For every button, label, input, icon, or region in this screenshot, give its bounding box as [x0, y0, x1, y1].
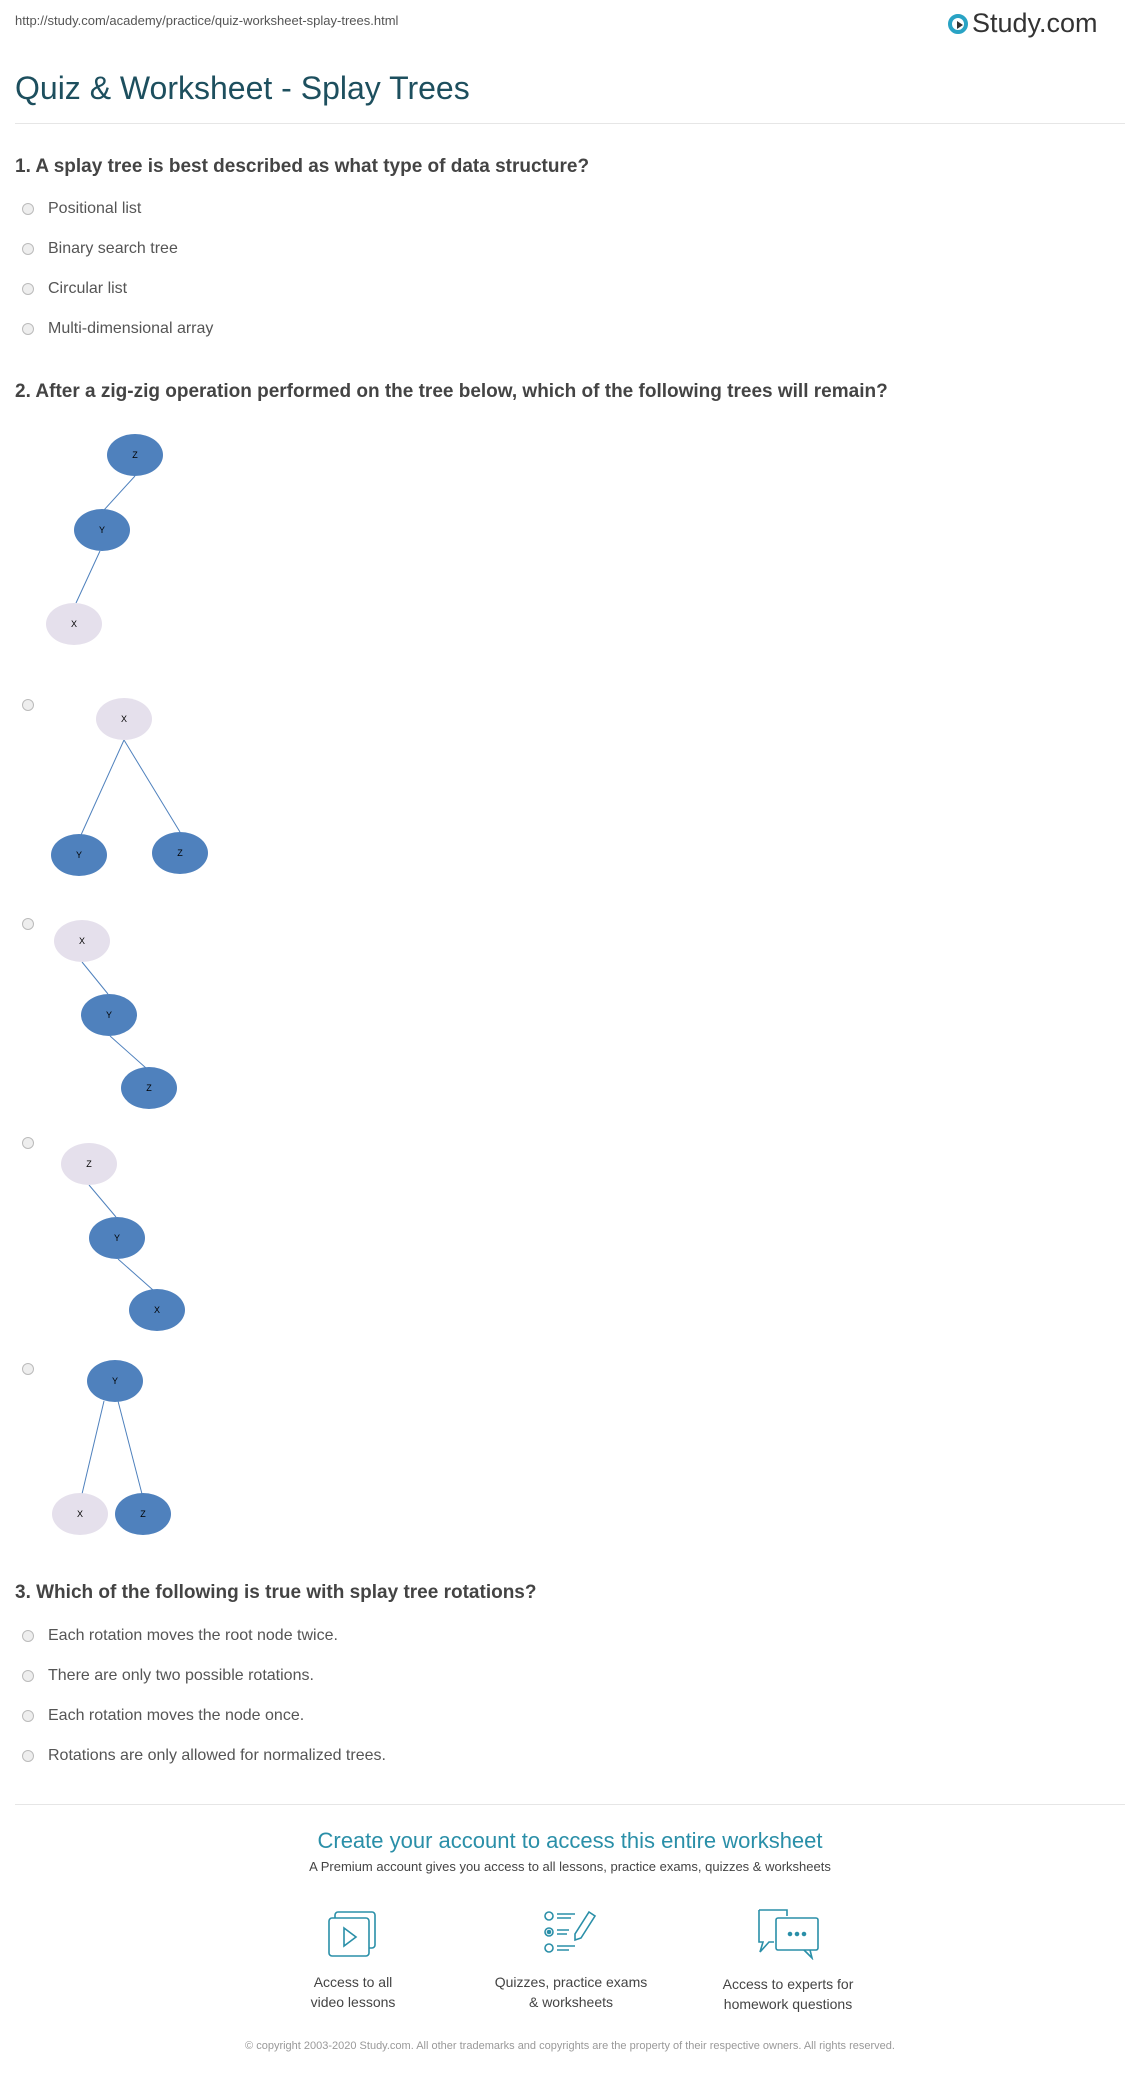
- radio-button[interactable]: [22, 323, 34, 335]
- feature-label: & worksheets: [528, 1994, 614, 2010]
- node-label: X: [71, 619, 77, 629]
- tree-node: [107, 434, 163, 476]
- tree-node: [74, 509, 130, 551]
- feature-label: homework questions: [723, 1996, 853, 2012]
- node-label: X: [154, 1305, 160, 1315]
- answer-option[interactable]: Rotations are only allowed for normalize…: [22, 1747, 386, 1765]
- feature-quizzes[interactable]: Quizzes, practice exams & worksheets: [471, 1910, 671, 2012]
- original-tree: Z Y X: [46, 434, 163, 645]
- option-label: Multi-dimensional array: [48, 320, 214, 337]
- radio-button[interactable]: [22, 1630, 34, 1642]
- radio-button[interactable]: [22, 1710, 34, 1722]
- logo-text: Study.com: [972, 8, 1098, 38]
- option-label: Circular list: [48, 280, 128, 297]
- study-logo[interactable]: Study.com: [948, 8, 1098, 39]
- video-icon: [328, 1911, 376, 1957]
- option-tree-d: Y X Z: [52, 1360, 171, 1535]
- question-1: 1. A splay tree is best described as wha…: [15, 156, 590, 177]
- option-label: Each rotation moves the root node twice.: [48, 1627, 338, 1644]
- node-label: Z: [132, 450, 138, 460]
- divider: [15, 123, 1125, 124]
- feature-video-lessons[interactable]: Access to all video lessons: [253, 1910, 453, 2012]
- divider: [15, 1804, 1125, 1805]
- page-url: http://study.com/academy/practice/quiz-w…: [15, 13, 399, 28]
- question-2: 2. After a zig-zig operation performed o…: [15, 381, 888, 402]
- radio-option-c[interactable]: [22, 1137, 34, 1149]
- node-label: X: [77, 1509, 83, 1519]
- play-logo-icon: [948, 13, 968, 34]
- answer-option[interactable]: Multi-dimensional array: [22, 320, 213, 338]
- answer-option[interactable]: Binary search tree: [22, 240, 178, 258]
- option-tree-c: Z Y X: [61, 1143, 185, 1331]
- node-label: X: [121, 714, 127, 724]
- radio-button[interactable]: [22, 243, 34, 255]
- node-label: Z: [86, 1159, 92, 1169]
- radio-button[interactable]: [22, 1670, 34, 1682]
- option-label: There are only two possible rotations.: [48, 1667, 314, 1684]
- cta-subtitle: A Premium account gives you access to al…: [309, 1859, 831, 1874]
- node-label: Y: [114, 1233, 120, 1243]
- node-label: Z: [146, 1083, 152, 1093]
- option-tree-a: X Y Z: [51, 698, 208, 876]
- cta-title[interactable]: Create your account to access this entir…: [317, 1828, 823, 1853]
- quiz-icon: [544, 1910, 597, 1953]
- chat-icon: [758, 1909, 819, 1960]
- radio-option-b[interactable]: [22, 918, 34, 930]
- answer-option[interactable]: Circular list: [22, 280, 127, 298]
- option-label: Positional list: [48, 200, 142, 217]
- node-label: Z: [140, 1509, 146, 1519]
- page-title: Quiz & Worksheet - Splay Trees: [15, 70, 470, 106]
- tree-diagrams: Z Y X X Y Z X Y Z Z Y X Y X Z: [46, 434, 208, 1535]
- node-label: Y: [76, 850, 82, 860]
- feature-label: Access to experts for: [722, 1976, 854, 1992]
- node-label: Y: [99, 525, 105, 535]
- question-3: 3. Which of the following is true with s…: [15, 1582, 537, 1603]
- feature-label: Quizzes, practice exams: [494, 1974, 648, 1990]
- node-label: Y: [106, 1010, 112, 1020]
- node-label: Y: [112, 1376, 118, 1386]
- feature-label: Access to all: [313, 1974, 393, 1990]
- node-label: Z: [177, 848, 183, 858]
- option-label: Binary search tree: [48, 240, 178, 257]
- radio-button[interactable]: [22, 203, 34, 215]
- copyright: © copyright 2003-2020 Study.com. All oth…: [245, 2040, 895, 2052]
- answer-option[interactable]: Positional list: [22, 200, 141, 218]
- option-label: Rotations are only allowed for normalize…: [48, 1747, 386, 1764]
- radio-option-a[interactable]: [22, 699, 34, 711]
- answer-option[interactable]: Each rotation moves the root node twice.: [22, 1627, 338, 1645]
- option-tree-b: X Y Z: [54, 920, 177, 1109]
- feature-label: video lessons: [310, 1994, 396, 2010]
- radio-button[interactable]: [22, 283, 34, 295]
- radio-button[interactable]: [22, 1750, 34, 1762]
- option-label: Each rotation moves the node once.: [48, 1707, 305, 1724]
- tree-node: [46, 603, 102, 645]
- radio-option-d[interactable]: [22, 1363, 34, 1375]
- answer-option[interactable]: Each rotation moves the node once.: [22, 1707, 304, 1725]
- node-label: X: [79, 936, 85, 946]
- feature-experts[interactable]: Access to experts for homework questions: [688, 1908, 888, 2014]
- answer-option[interactable]: There are only two possible rotations.: [22, 1667, 314, 1685]
